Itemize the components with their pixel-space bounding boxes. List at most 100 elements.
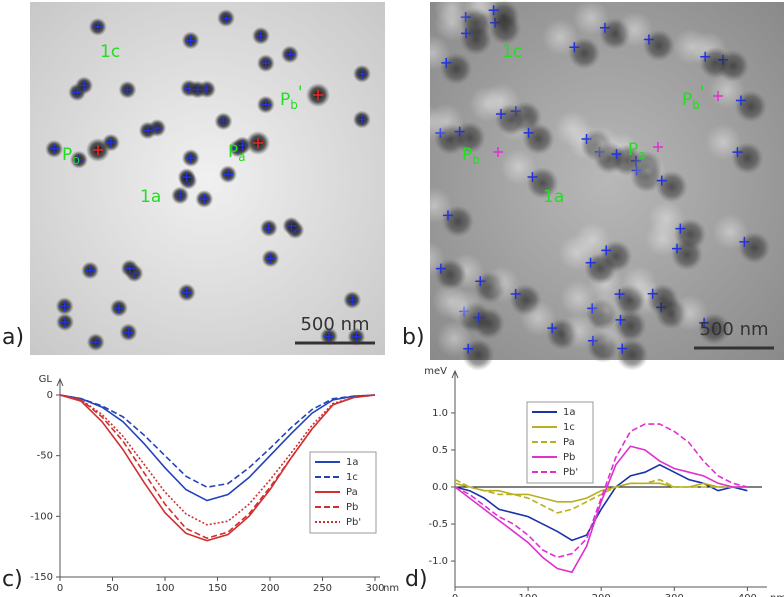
y-axis-label: meV bbox=[424, 366, 447, 377]
cross bbox=[463, 343, 474, 354]
spot bbox=[434, 5, 471, 42]
cross bbox=[454, 126, 465, 137]
cross bbox=[220, 13, 231, 24]
panel-label: c) bbox=[2, 567, 23, 592]
x-tick-label: 300 bbox=[665, 593, 684, 597]
cross bbox=[441, 57, 452, 68]
cross bbox=[175, 190, 186, 201]
legend-label: Pb bbox=[563, 452, 575, 463]
cross bbox=[585, 257, 596, 268]
cross bbox=[495, 108, 506, 119]
cross bbox=[323, 331, 334, 342]
legend-label: Pb' bbox=[563, 467, 578, 478]
cross bbox=[59, 301, 70, 312]
spot bbox=[588, 291, 625, 328]
cross bbox=[185, 35, 196, 46]
spot bbox=[712, 213, 749, 250]
cross bbox=[488, 5, 499, 16]
cross bbox=[699, 317, 710, 328]
image-label: Pb bbox=[462, 145, 480, 167]
spot bbox=[560, 312, 597, 349]
label-text: P bbox=[462, 145, 472, 165]
cross bbox=[347, 294, 358, 305]
cross bbox=[122, 84, 133, 95]
label-text: 1c bbox=[502, 42, 522, 62]
cross bbox=[185, 153, 196, 164]
cross bbox=[442, 210, 453, 221]
cross bbox=[59, 317, 70, 328]
spot bbox=[672, 294, 709, 331]
spot bbox=[520, 300, 557, 337]
cross bbox=[192, 84, 203, 95]
legend-label: 1c bbox=[346, 472, 358, 483]
cross bbox=[599, 22, 610, 33]
x-tick-label: 400 bbox=[738, 593, 757, 597]
spot bbox=[483, 266, 520, 303]
y-tick-label: 0.5 bbox=[432, 445, 448, 456]
label-sub: a bbox=[638, 148, 645, 162]
cross bbox=[547, 323, 558, 334]
cross bbox=[713, 91, 723, 101]
cross bbox=[510, 289, 521, 300]
legend-label: 1a bbox=[563, 407, 576, 418]
spot bbox=[446, 289, 483, 326]
cross bbox=[181, 287, 192, 298]
series-line bbox=[454, 482, 748, 503]
spot bbox=[648, 200, 685, 237]
cross bbox=[700, 51, 711, 62]
label-text: P bbox=[280, 90, 290, 110]
cross bbox=[527, 172, 538, 183]
spot bbox=[408, 240, 445, 277]
x-axis-label: nm bbox=[383, 583, 399, 594]
series-line bbox=[59, 394, 376, 489]
cross bbox=[286, 220, 297, 231]
spot bbox=[574, 222, 611, 259]
label-sub: b bbox=[290, 98, 298, 112]
label-text: 1a bbox=[543, 187, 564, 207]
y-tick-label: -50 bbox=[37, 451, 53, 462]
cross bbox=[265, 253, 276, 264]
spot bbox=[629, 152, 666, 189]
cross bbox=[263, 223, 274, 234]
cross bbox=[611, 149, 622, 160]
series-line bbox=[59, 394, 376, 540]
image-label: 1c bbox=[502, 42, 522, 62]
y-axis-label: GL bbox=[39, 374, 53, 385]
x-tick-label: 200 bbox=[260, 583, 279, 594]
cross bbox=[49, 143, 60, 154]
legend-label: Pa bbox=[346, 487, 358, 498]
spot bbox=[415, 187, 452, 224]
cross bbox=[523, 127, 534, 138]
x-tick-label: 200 bbox=[592, 593, 611, 597]
legend-label: Pb bbox=[346, 502, 358, 513]
image-label: Pb' bbox=[280, 83, 303, 112]
cross bbox=[90, 337, 101, 348]
y-tick-label: 1.0 bbox=[432, 408, 448, 419]
spot bbox=[414, 34, 451, 71]
cross bbox=[732, 147, 743, 158]
cross bbox=[73, 154, 84, 165]
cross bbox=[356, 114, 367, 125]
spot bbox=[705, 124, 742, 161]
image-label: Pb bbox=[62, 145, 80, 167]
cross bbox=[199, 193, 210, 204]
image-label: 1c bbox=[100, 42, 120, 62]
cross bbox=[181, 172, 192, 183]
label-text: 1c bbox=[100, 42, 120, 62]
image-decor bbox=[45, 0, 771, 371]
y-tick-label: 0.0 bbox=[432, 482, 448, 493]
spot bbox=[427, 103, 464, 140]
x-tick-label: 0 bbox=[57, 583, 63, 594]
cross bbox=[218, 116, 229, 127]
cross bbox=[653, 142, 663, 152]
spot bbox=[468, 85, 505, 122]
image-label: Pa bbox=[628, 140, 646, 162]
spot bbox=[461, 0, 498, 19]
spot bbox=[554, 111, 591, 148]
cross bbox=[105, 137, 116, 148]
cross bbox=[284, 49, 295, 60]
cross bbox=[473, 312, 484, 323]
cross bbox=[735, 95, 746, 106]
legend-label: Pa bbox=[563, 437, 575, 448]
